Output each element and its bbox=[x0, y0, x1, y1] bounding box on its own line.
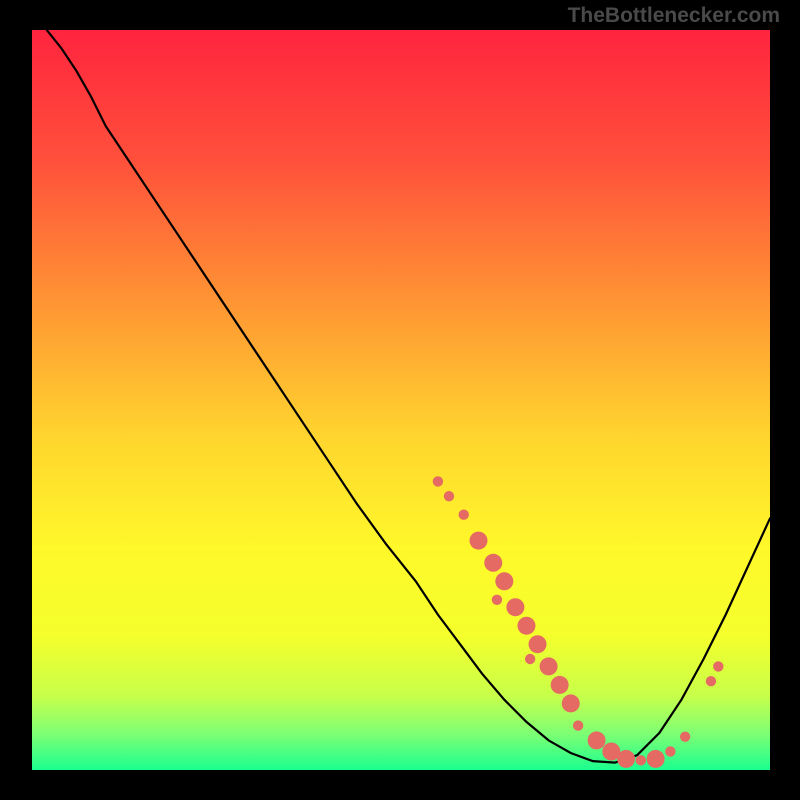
data-marker bbox=[617, 750, 635, 768]
plot-area bbox=[32, 30, 770, 770]
data-marker bbox=[647, 750, 665, 768]
data-marker bbox=[492, 595, 502, 605]
data-marker bbox=[706, 676, 716, 686]
data-marker bbox=[525, 654, 535, 664]
data-marker bbox=[636, 755, 646, 765]
chart-overlay bbox=[32, 30, 770, 770]
data-marker bbox=[540, 657, 558, 675]
data-marker bbox=[469, 532, 487, 550]
watermark-text: TheBottlenecker.com bbox=[568, 4, 780, 28]
data-marker bbox=[529, 635, 547, 653]
data-marker bbox=[459, 510, 469, 520]
data-marker bbox=[588, 731, 606, 749]
bottleneck-curve bbox=[47, 30, 770, 763]
data-marker bbox=[665, 746, 675, 756]
chart-frame: TheBottlenecker.com bbox=[0, 0, 800, 800]
data-marker bbox=[484, 554, 502, 572]
data-marker bbox=[713, 661, 723, 671]
data-marker bbox=[517, 617, 535, 635]
data-marker bbox=[506, 598, 524, 616]
data-marker bbox=[495, 572, 513, 590]
data-marker bbox=[562, 694, 580, 712]
data-marker bbox=[551, 676, 569, 694]
data-marker bbox=[433, 476, 443, 486]
data-marker bbox=[680, 732, 690, 742]
data-marker bbox=[444, 491, 454, 501]
data-marker bbox=[573, 720, 583, 730]
